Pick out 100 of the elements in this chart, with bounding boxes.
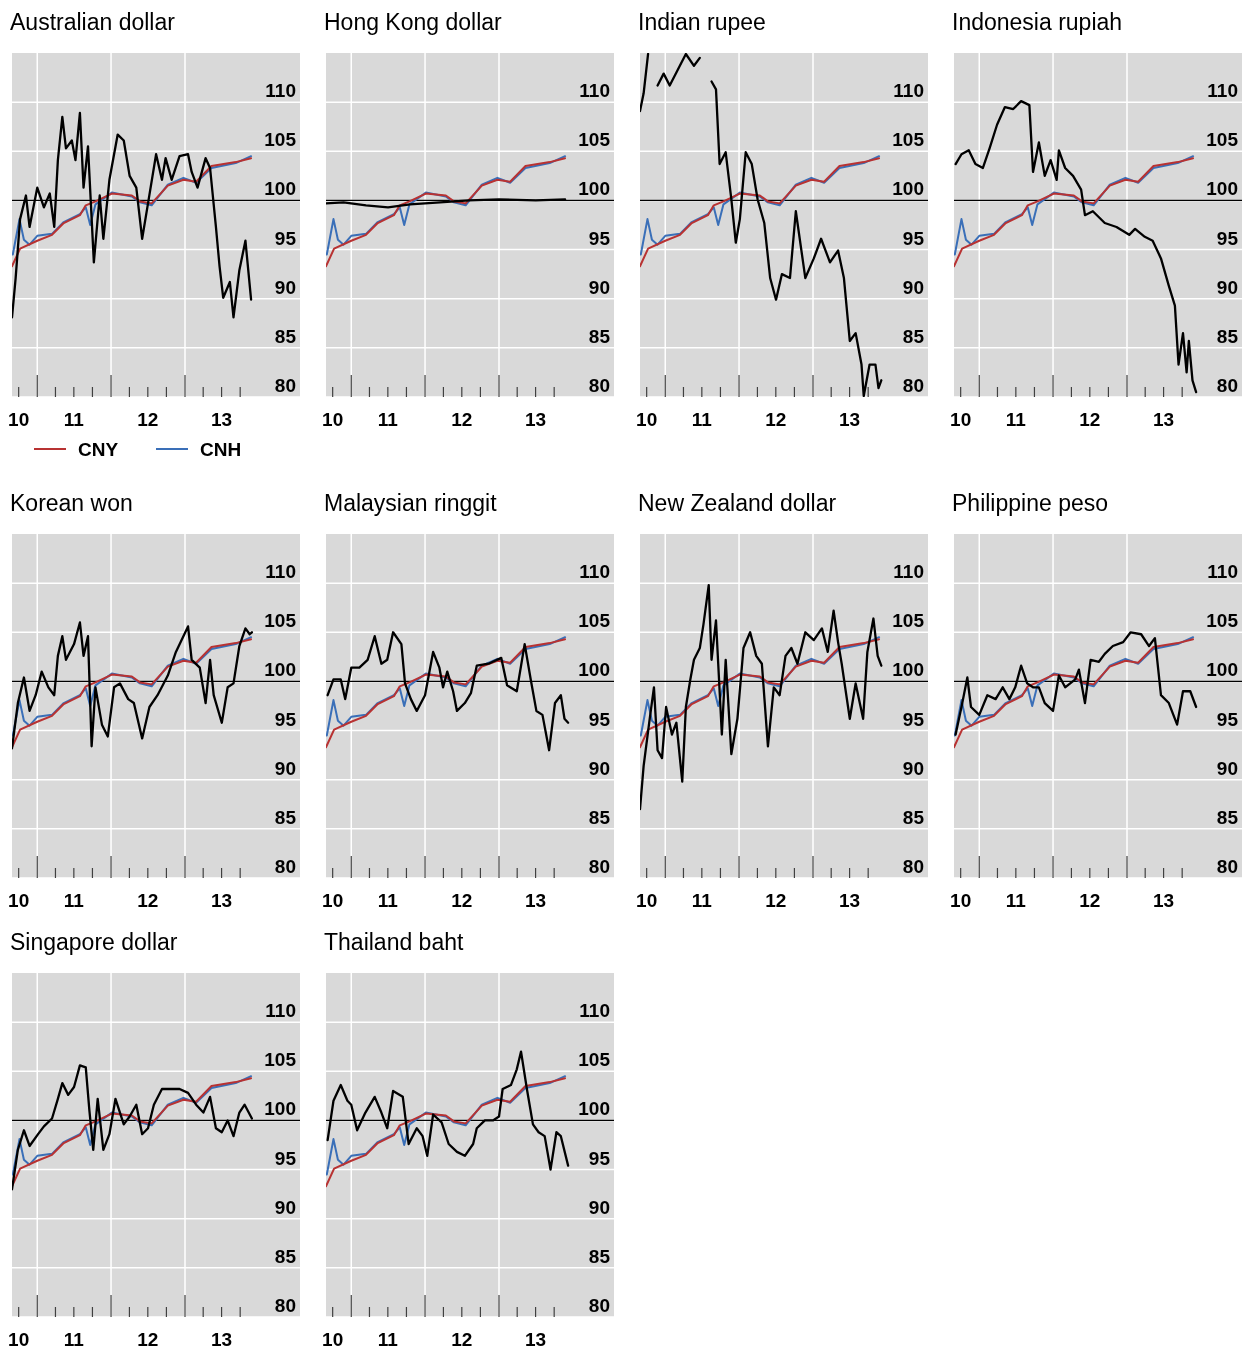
x-tick-label: 11 [377, 890, 399, 911]
y-tick-label: 110 [1207, 561, 1238, 583]
x-tick-label: 11 [63, 890, 85, 911]
y-tick-label: 100 [578, 178, 610, 200]
x-tick-label: 13 [1153, 409, 1175, 430]
x-tick-label: 11 [1005, 409, 1027, 430]
x-tick-label: 10 [8, 1329, 30, 1347]
y-tick-label: 95 [588, 708, 611, 730]
chart-title: Philippine peso [952, 490, 1109, 516]
x-tick-label: 11 [63, 409, 85, 430]
x-tick-label: 13 [1153, 890, 1175, 911]
x-tick-label: 12 [765, 890, 787, 911]
x-tick-label: 13 [839, 409, 861, 430]
y-tick-label: 90 [1216, 276, 1238, 298]
legend-label: CNY [78, 439, 119, 460]
y-tick-label: 95 [902, 708, 925, 730]
x-tick-label: 10 [8, 890, 30, 911]
y-tick-label: 105 [1206, 610, 1239, 632]
legend-label: CNH [200, 439, 242, 460]
chart-title: Thailand baht [324, 929, 464, 955]
y-tick-label: 105 [578, 1049, 611, 1071]
y-tick-label: 95 [274, 1147, 297, 1169]
x-tick-label: 13 [211, 1329, 233, 1347]
x-tick-label: 10 [8, 409, 30, 430]
x-tick-label: 12 [1079, 890, 1101, 911]
y-tick-label: 105 [578, 129, 611, 151]
y-tick-label: 110 [579, 80, 610, 102]
y-tick-label: 80 [902, 375, 924, 396]
y-tick-label: 80 [274, 856, 296, 877]
chart-title: Australian dollar [10, 9, 176, 35]
y-tick-label: 80 [274, 375, 296, 396]
y-tick-label: 80 [1216, 375, 1238, 396]
y-tick-label: 100 [264, 659, 296, 681]
y-tick-label: 100 [264, 178, 296, 200]
y-tick-label: 90 [902, 276, 924, 298]
y-tick-label: 100 [1206, 659, 1238, 681]
x-tick-label: 11 [1005, 890, 1027, 911]
x-tick-label: 13 [839, 890, 861, 911]
y-tick-label: 100 [264, 1098, 296, 1120]
y-tick-label: 110 [893, 80, 924, 102]
y-tick-label: 105 [1206, 129, 1239, 151]
y-tick-label: 90 [274, 757, 296, 779]
x-tick-label: 10 [950, 890, 972, 911]
y-tick-label: 105 [264, 1049, 297, 1071]
y-tick-label: 90 [274, 276, 296, 298]
x-tick-label: 12 [451, 890, 473, 911]
y-tick-label: 110 [893, 561, 924, 583]
x-tick-label: 12 [1079, 409, 1101, 430]
x-tick-label: 13 [525, 890, 547, 911]
y-tick-label: 95 [588, 1147, 611, 1169]
y-tick-label: 85 [1216, 325, 1239, 347]
y-tick-label: 100 [892, 659, 924, 681]
y-tick-label: 100 [1206, 178, 1238, 200]
x-tick-label: 11 [63, 1329, 85, 1347]
chart-title: Hong Kong dollar [324, 9, 503, 35]
y-tick-label: 110 [265, 561, 296, 583]
y-tick-label: 105 [892, 129, 925, 151]
x-tick-label: 10 [636, 409, 658, 430]
y-tick-label: 100 [892, 178, 924, 200]
y-tick-label: 105 [264, 129, 297, 151]
chart-title: Malaysian ringgit [324, 490, 498, 516]
y-tick-label: 85 [274, 1245, 297, 1267]
y-tick-label: 100 [578, 659, 610, 681]
y-tick-label: 90 [274, 1196, 296, 1218]
chart-title: Indian rupee [638, 9, 766, 35]
y-tick-label: 110 [265, 1000, 296, 1022]
x-tick-label: 12 [451, 1329, 473, 1347]
y-tick-label: 95 [902, 227, 925, 249]
x-tick-label: 13 [525, 409, 547, 430]
y-tick-label: 110 [579, 1000, 610, 1022]
y-tick-label: 95 [274, 227, 297, 249]
x-tick-label: 10 [322, 1329, 344, 1347]
y-tick-label: 80 [902, 856, 924, 877]
y-tick-label: 85 [588, 1245, 611, 1267]
y-tick-label: 85 [588, 806, 611, 828]
x-tick-label: 10 [322, 890, 344, 911]
y-tick-label: 105 [264, 610, 297, 632]
y-tick-label: 85 [902, 325, 925, 347]
y-tick-label: 80 [274, 1295, 296, 1316]
y-tick-label: 95 [1216, 708, 1239, 730]
y-tick-label: 80 [588, 375, 610, 396]
chart-title: New Zealand dollar [638, 490, 837, 516]
y-tick-label: 110 [579, 561, 610, 583]
y-tick-label: 95 [1216, 227, 1239, 249]
chart-title: Indonesia rupiah [952, 9, 1123, 35]
x-tick-label: 12 [137, 890, 159, 911]
y-tick-label: 95 [274, 708, 297, 730]
y-tick-label: 80 [588, 856, 610, 877]
x-tick-label: 12 [765, 409, 787, 430]
y-tick-label: 90 [588, 276, 610, 298]
x-tick-label: 10 [322, 409, 344, 430]
x-tick-label: 10 [950, 409, 972, 430]
chart-title: Singapore dollar [10, 929, 178, 955]
y-tick-label: 90 [1216, 757, 1238, 779]
y-tick-label: 100 [578, 1098, 610, 1120]
x-tick-label: 11 [377, 1329, 399, 1347]
y-tick-label: 110 [1207, 80, 1238, 102]
y-tick-label: 85 [274, 806, 297, 828]
y-tick-label: 85 [274, 325, 297, 347]
x-tick-label: 10 [636, 890, 658, 911]
